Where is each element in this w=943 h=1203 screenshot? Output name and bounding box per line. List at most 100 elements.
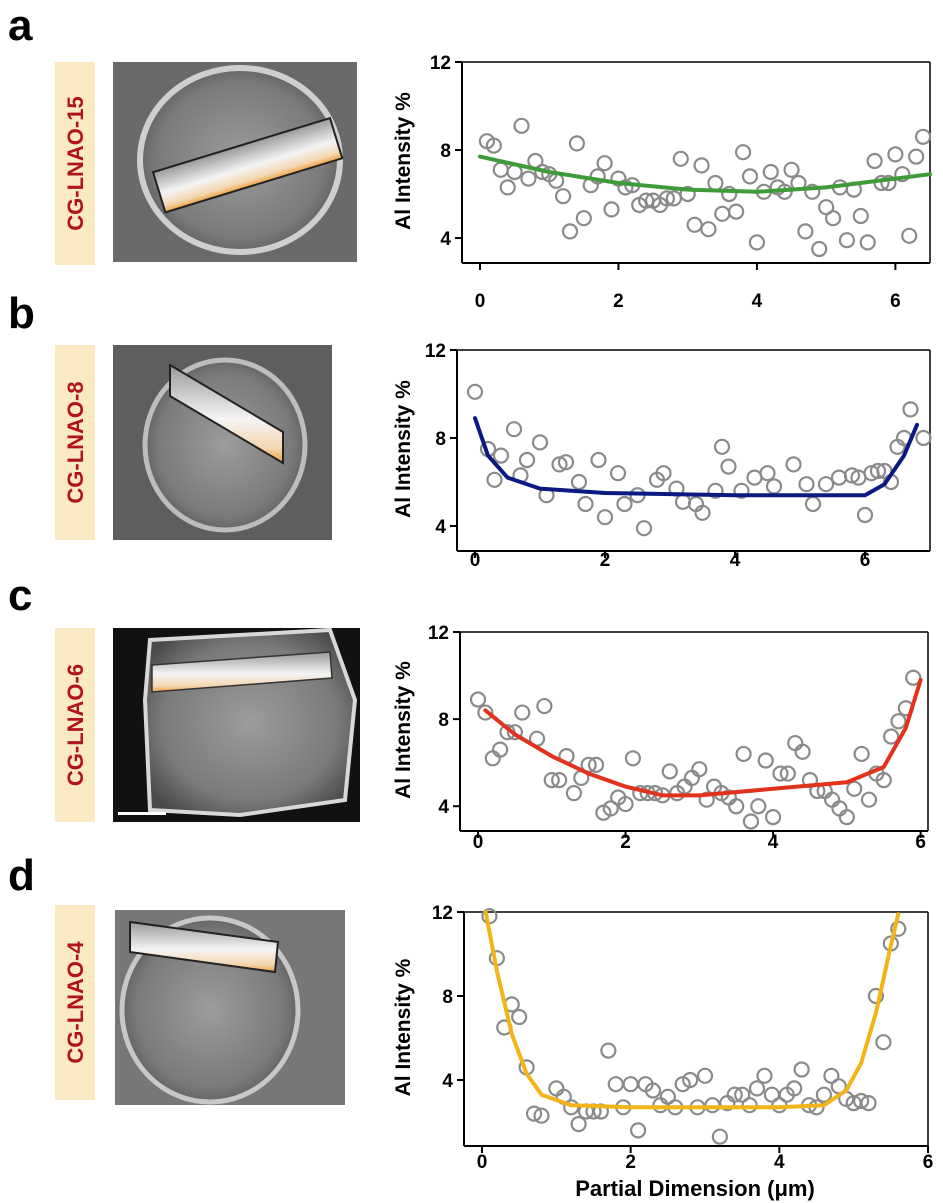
fit-curve (473, 416, 919, 498)
chart-panel: c CG-LNAO-6 4 8 12 0 2 4 6 Al Intensity % (8, 571, 929, 853)
y-tick-label: 8 (435, 429, 446, 450)
data-point (748, 234, 766, 251)
data-point (713, 438, 731, 455)
data-point (629, 1122, 647, 1139)
data-point (750, 798, 767, 815)
data-point (905, 669, 922, 686)
data-point (811, 240, 828, 258)
data-point (531, 434, 549, 451)
data-point (659, 1088, 676, 1105)
data-point (486, 471, 503, 488)
data-point (587, 756, 605, 773)
data-point (577, 495, 594, 513)
data-point (635, 520, 653, 537)
x-tick-label: 4 (768, 832, 779, 853)
data-point (787, 734, 804, 752)
sem-image (115, 910, 345, 1105)
y-axis-label: Al Intensity % (392, 661, 415, 799)
data-point (728, 203, 745, 220)
chart-panel: a CG-LNAO-15 4 8 12 0 2 4 6 Al Intensity % (8, 1, 932, 312)
data-point (492, 161, 509, 178)
data-point (511, 1008, 528, 1026)
data-point (856, 506, 874, 524)
x-tick-label: 6 (890, 291, 901, 312)
sample-label-box (55, 62, 95, 265)
data-point (756, 1067, 773, 1084)
data-point (520, 170, 537, 187)
data-point (734, 144, 752, 161)
data-point (824, 210, 842, 227)
data-point (902, 401, 919, 418)
x-tick-label: 0 (470, 550, 481, 571)
data-point (720, 458, 737, 475)
data-point (869, 462, 887, 480)
x-axis-label: Partial Dimension (μm) (575, 1176, 815, 1201)
data-point (600, 1042, 617, 1059)
data-point (735, 745, 752, 763)
data-point (797, 223, 814, 240)
data-point (815, 1086, 833, 1103)
data-point (700, 221, 717, 238)
data-point (915, 429, 932, 447)
data-point (533, 1107, 550, 1124)
data-point (679, 185, 696, 203)
y-tick-label: 4 (442, 1071, 453, 1092)
data-point (785, 456, 802, 473)
data-point (859, 234, 876, 251)
y-tick-label: 8 (438, 710, 449, 731)
data-point (883, 728, 900, 745)
y-tick-label: 4 (440, 229, 451, 250)
data-point (469, 691, 487, 708)
data-point (726, 1086, 743, 1103)
data-point (696, 1067, 714, 1084)
data-point (554, 188, 572, 205)
data-point (652, 1097, 669, 1114)
data-point (794, 743, 811, 760)
y-tick-label: 8 (440, 141, 451, 162)
x-tick-label: 2 (613, 291, 624, 312)
data-point (617, 179, 634, 196)
data-point (658, 190, 676, 207)
data-point (506, 724, 523, 741)
data-point (638, 192, 655, 209)
data-point (561, 223, 579, 240)
fit-curve (483, 910, 901, 1110)
data-point (622, 1076, 639, 1093)
data-point (764, 809, 782, 826)
data-point (492, 447, 510, 464)
panel-letter: d (8, 851, 35, 900)
data-point (548, 1080, 565, 1097)
data-point (890, 713, 907, 730)
data-point (846, 780, 863, 797)
data-point (721, 185, 738, 203)
data-point (765, 478, 783, 495)
sem-image (113, 627, 360, 822)
sem-image (113, 62, 357, 262)
y-tick-label: 8 (442, 987, 453, 1008)
data-point (691, 761, 708, 778)
data-point (762, 163, 779, 181)
sample-label: CG-LNAO-6 (63, 664, 88, 786)
data-point (746, 469, 763, 486)
x-tick-label: 2 (625, 1152, 636, 1173)
y-axis-label: Al Intensity % (392, 958, 415, 1096)
x-tick-label: 2 (620, 832, 631, 853)
data-point (704, 1097, 721, 1114)
data-point (607, 1076, 624, 1093)
data-point (589, 168, 606, 185)
data-point (565, 785, 583, 802)
data-point (757, 752, 774, 769)
data-point (682, 1071, 699, 1089)
sample-label: CG-LNAO-8 (63, 381, 88, 503)
data-point (894, 166, 911, 183)
data-point (694, 504, 711, 521)
sample-label-box (55, 628, 95, 822)
data-point (867, 987, 885, 1005)
y-tick-label: 12 (428, 623, 449, 644)
y-tick-label: 12 (425, 341, 446, 362)
panel-letter: a (8, 1, 33, 50)
data-point (728, 798, 745, 815)
data-point (617, 795, 634, 813)
y-axis-label: Al Intensity % (392, 92, 415, 230)
